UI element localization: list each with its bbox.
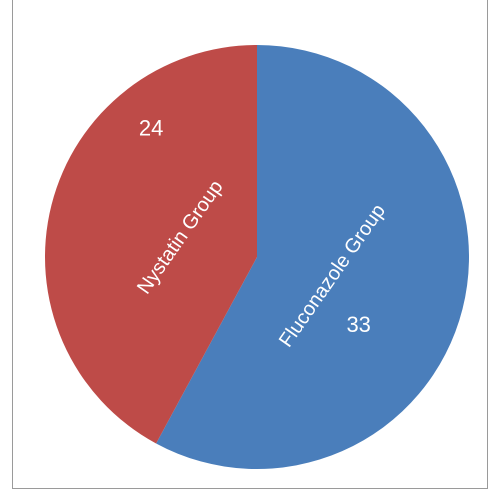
pie-slices bbox=[44, 45, 469, 469]
slice-value-fluconazole-group: 33 bbox=[346, 312, 370, 337]
pie-slice-nystatin-group bbox=[44, 45, 257, 444]
slice-value-nystatin-group: 24 bbox=[139, 116, 163, 141]
pie-slice-fluconazole-group bbox=[156, 45, 469, 469]
